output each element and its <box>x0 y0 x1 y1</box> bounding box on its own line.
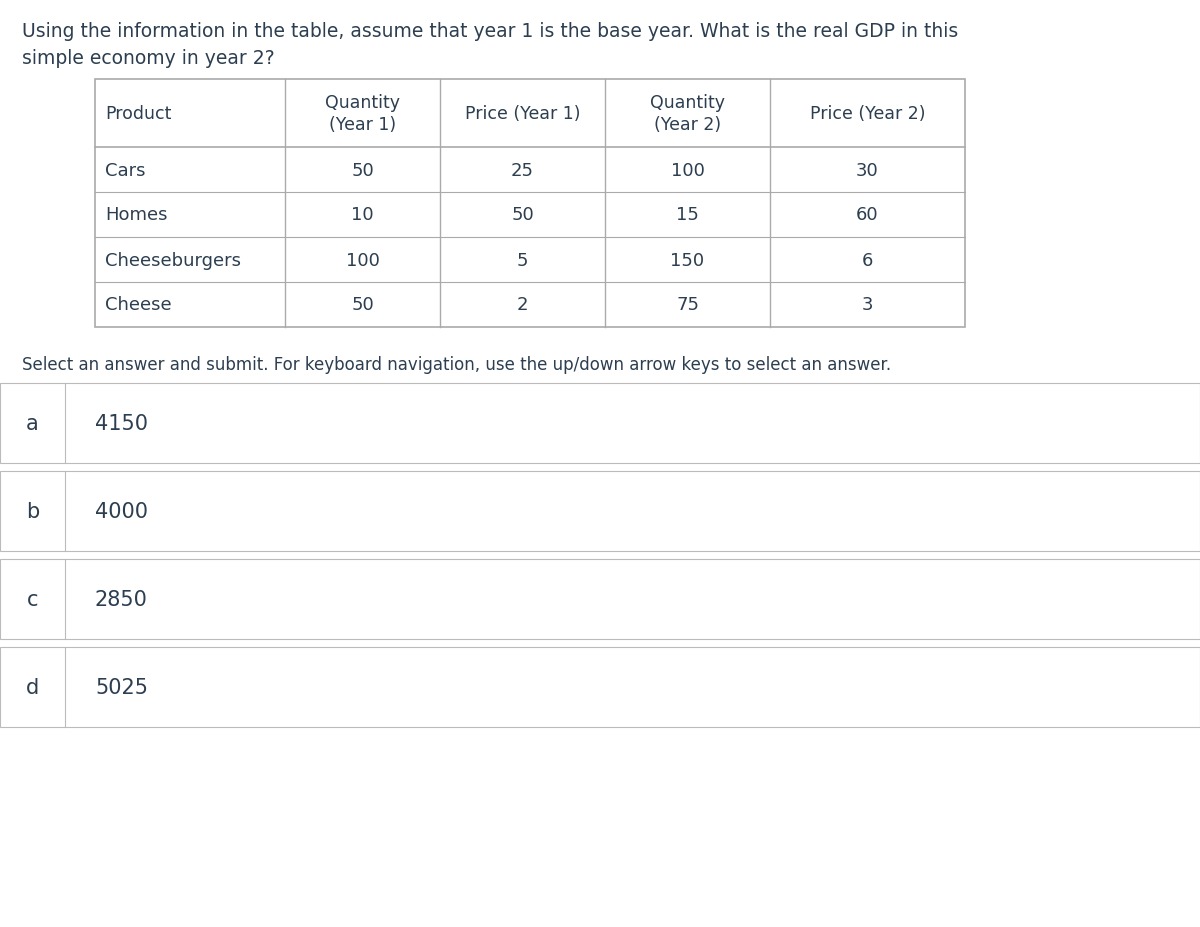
Text: 75: 75 <box>676 297 698 314</box>
Text: 2: 2 <box>517 297 528 314</box>
Text: 3: 3 <box>862 297 874 314</box>
Text: 5025: 5025 <box>95 678 148 697</box>
Text: 4000: 4000 <box>95 502 148 521</box>
Text: 100: 100 <box>346 251 379 269</box>
Bar <box>95 80 965 327</box>
Text: b: b <box>26 502 40 521</box>
Text: 30: 30 <box>856 161 878 179</box>
Text: Homes: Homes <box>106 207 168 224</box>
Text: d: d <box>26 678 40 697</box>
Text: c: c <box>26 590 38 609</box>
Text: Cars: Cars <box>106 161 145 179</box>
Text: a: a <box>26 413 38 434</box>
Text: Product: Product <box>106 105 172 123</box>
Bar <box>0 559 1200 640</box>
Text: Quantity
(Year 1): Quantity (Year 1) <box>325 94 400 134</box>
Text: Cheese: Cheese <box>106 297 172 314</box>
Text: Quantity
(Year 2): Quantity (Year 2) <box>650 94 725 134</box>
Text: Price (Year 1): Price (Year 1) <box>464 105 581 123</box>
Bar <box>0 384 1200 464</box>
Text: Cheeseburgers: Cheeseburgers <box>106 251 241 269</box>
Text: 15: 15 <box>676 207 698 224</box>
Text: 5: 5 <box>517 251 528 269</box>
Bar <box>0 647 1200 727</box>
Text: 10: 10 <box>352 207 374 224</box>
Text: 100: 100 <box>671 161 704 179</box>
Text: 4150: 4150 <box>95 413 148 434</box>
Text: 2850: 2850 <box>95 590 148 609</box>
Text: Price (Year 2): Price (Year 2) <box>810 105 925 123</box>
Text: 50: 50 <box>352 161 374 179</box>
Text: 150: 150 <box>671 251 704 269</box>
Text: 50: 50 <box>352 297 374 314</box>
Text: 50: 50 <box>511 207 534 224</box>
Text: 60: 60 <box>856 207 878 224</box>
Text: Using the information in the table, assume that year 1 is the base year. What is: Using the information in the table, assu… <box>22 22 959 68</box>
Text: 25: 25 <box>511 161 534 179</box>
Text: Select an answer and submit. For keyboard navigation, use the up/down arrow keys: Select an answer and submit. For keyboar… <box>22 356 892 374</box>
Bar <box>0 472 1200 552</box>
Text: 6: 6 <box>862 251 874 269</box>
